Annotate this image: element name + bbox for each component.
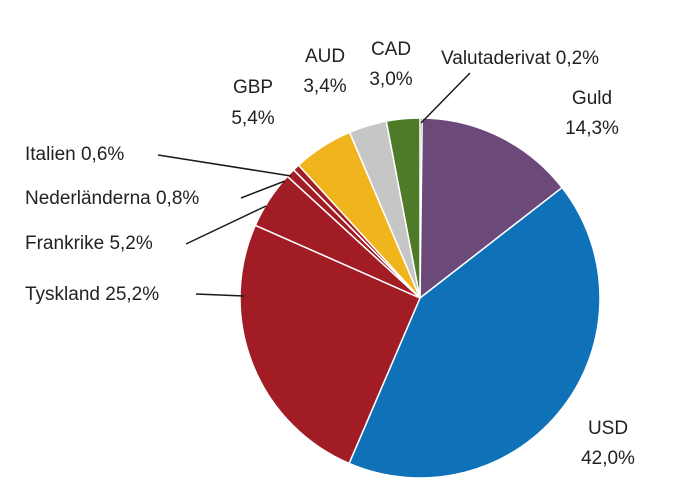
leader-line-valutaderivat — [420, 72, 471, 124]
data-label-cad-name: CAD — [371, 39, 411, 60]
data-label-usd-value: 42,0% — [581, 448, 635, 469]
data-label-guld-name: Guld — [572, 88, 612, 109]
slice-labels: Valutaderivat 0,2% Guld 14,3% USD 42,0% Tyskl… — [25, 39, 635, 469]
leader-lines — [157, 72, 471, 297]
data-label-aud-value: 3,4% — [303, 76, 346, 97]
data-label-aud-name: AUD — [305, 46, 345, 67]
data-label-guld-value: 14,3% — [565, 118, 619, 139]
pie-slice-guld — [419, 117, 563, 299]
data-label-frankrike: Frankrike 5,2% — [25, 233, 153, 254]
leader-line-frankrike — [185, 205, 267, 245]
data-label-tyskland: Tyskland 25,2% — [25, 284, 159, 305]
data-label-gbp-name: GBP — [233, 77, 273, 98]
data-label-usd-name: USD — [588, 418, 628, 439]
pie-slice-cad — [385, 117, 421, 299]
data-label-nederlanderna: Nederländerna 0,8% — [25, 188, 199, 209]
data-label-cad-value: 3,0% — [369, 69, 412, 90]
leader-line-italien — [157, 154, 292, 177]
pie-slice-usd — [348, 186, 601, 479]
pie-slice-tyskland — [239, 224, 421, 465]
data-label-italien: Italien 0,6% — [25, 144, 124, 165]
data-label-valutaderivat: Valutaderivat 0,2% — [441, 48, 599, 69]
leader-line-nederlanderna — [240, 180, 286, 199]
data-label-gbp-value: 5,4% — [231, 108, 274, 129]
pie-slices — [239, 117, 601, 479]
leader-line-tyskland — [195, 293, 245, 297]
